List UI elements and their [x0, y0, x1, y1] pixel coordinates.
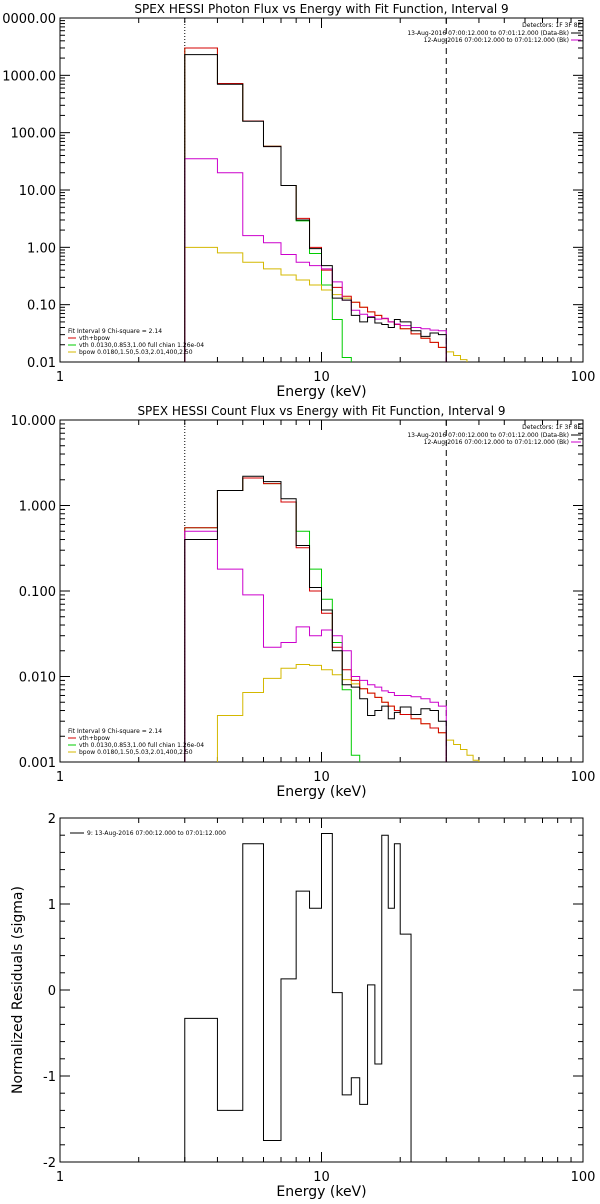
fit-legend-label: vth+bpow: [79, 335, 110, 342]
x-tick-label: 10: [313, 370, 330, 385]
x-tick-label: 100: [571, 370, 596, 385]
y-tick-label: 1000.00: [2, 69, 56, 84]
y-tick-label: 10.000: [11, 414, 57, 429]
chart-title: SPEX HESSI Photon Flux vs Energy with Fi…: [134, 2, 508, 16]
fit-legend-label: bpow 0.0180,1.50,5.03,2.01,400,2.50: [79, 749, 193, 756]
fit-legend-label: bpow 0.0180,1.50,5.03,2.01,400,2.50: [79, 349, 193, 356]
y-tick-label: -1: [43, 1070, 56, 1085]
series-vth: [184, 47, 352, 362]
x-tick-label: 100: [571, 770, 596, 785]
series-data-bk: [184, 475, 447, 762]
x-tick-label: 1: [56, 370, 64, 385]
series-vth-bpow: [184, 47, 447, 362]
legend-interval-label: 13-Aug-2016 07:00:12.000 to 07:01:12.000…: [407, 30, 569, 37]
legend-interval-label: 13-Aug-2016 07:00:12.000 to 07:01:12.000…: [407, 432, 569, 439]
fit-legend-label: vth 0.0130,0.853,1.00 full chian 1.26e-0…: [79, 342, 204, 349]
fit-legend-header: Fit Interval 9 Chi-square = 2.14: [68, 328, 162, 335]
x-tick-label: 10: [313, 770, 330, 785]
series-9-13-aug-2016-07-00-12-000-to-07-01-12-000: [184, 832, 412, 1162]
y-tick-label: 2: [48, 812, 56, 827]
x-axis-label: Energy (keV): [276, 784, 366, 800]
y-tick-label: 1.000: [19, 500, 56, 515]
y-tick-label: 0.010: [19, 671, 56, 686]
series-group: [184, 47, 468, 362]
series-data-bk: [184, 54, 447, 362]
series-bpow: [216, 664, 480, 762]
legend-interval-label: 12-Aug-2016 07:00:12.000 to 07:01:12.000…: [424, 37, 569, 44]
y-tick-label: 0.10: [27, 299, 56, 314]
fit-legend-label: vth 0.0130,0.853,1.00 full chian 1.26e-0…: [79, 742, 204, 749]
y-tick-label: 0.100: [19, 585, 56, 600]
y-tick-label: 1: [48, 898, 56, 913]
x-tick-label: 100: [571, 1170, 596, 1185]
plot-frame: [59, 17, 584, 363]
legend-detectors: Detectors: 1F 3F 8F: [522, 22, 581, 29]
legend-interval-label: 12-Aug-2016 07:00:12.000 to 07:01:12.000…: [424, 439, 569, 446]
y-tick-label: 10.00: [19, 184, 56, 199]
y-tick-label: 0: [48, 984, 56, 999]
x-tick-label: 1: [56, 770, 64, 785]
series-vth-bpow: [184, 477, 447, 762]
fit-legend-label: vth+bpow: [79, 735, 110, 742]
x-tick-label: 10: [313, 1170, 330, 1185]
fit-legend-header: Fit Interval 9 Chi-square = 2.14: [68, 728, 162, 735]
x-axis-label: Energy (keV): [276, 1184, 366, 1200]
series-bk: [184, 530, 447, 762]
panel-1: SPEX HESSI Photon Flux vs Energy with Fi…: [2, 2, 595, 400]
y-tick-label: 0.01: [27, 356, 56, 371]
panel-2: SPEX HESSI Count Flux vs Energy with Fit…: [11, 404, 596, 800]
residual-legend-label: 9: 13-Aug-2016 07:00:12.000 to 07:01:12.…: [87, 830, 226, 837]
panel-3: 1 10 100 Energy (keV) -2 -1 0 1 2 Normalized Resi…: [10, 812, 595, 1200]
series-vth: [184, 477, 361, 762]
series-bk: [184, 158, 447, 362]
y-axis-label: Normalized Residuals (sigma): [10, 886, 26, 1094]
series-group: [184, 475, 480, 762]
y-tick-label: 0.001: [19, 756, 56, 771]
y-tick-label: 0000.00: [2, 12, 56, 27]
x-tick-label: 1: [56, 1170, 64, 1185]
x-axis-label: Energy (keV): [276, 384, 366, 400]
y-tick-label: 1.00: [27, 241, 56, 256]
chart-title: SPEX HESSI Count Flux vs Energy with Fit…: [137, 404, 505, 418]
series-group: [184, 832, 412, 1162]
legend-detectors: Detectors: 1F 3F 8F: [522, 424, 581, 431]
y-tick-label: -2: [43, 1156, 56, 1171]
y-tick-label: 100.00: [11, 127, 57, 142]
